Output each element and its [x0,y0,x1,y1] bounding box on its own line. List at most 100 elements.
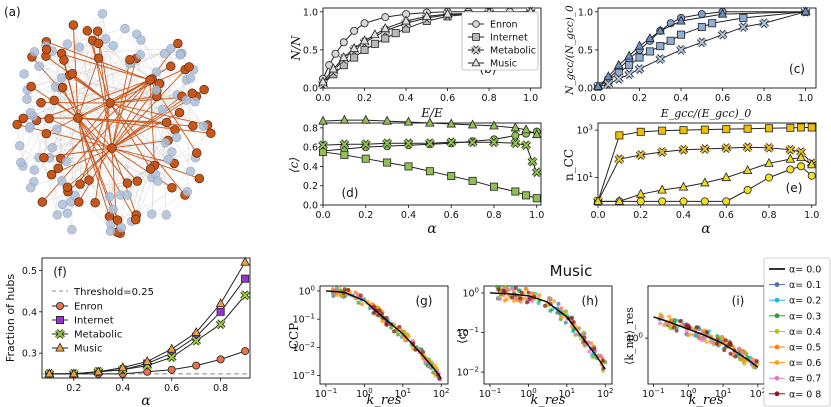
data-point [574,332,579,337]
x-axis-label: E_gcc/(E_gcc)_0 [660,107,752,120]
panel-label: (g) [416,294,433,308]
legend-marker [471,57,481,67]
network-node [100,34,111,44]
network-node [185,73,196,83]
network-edge [46,41,121,234]
data-point [401,15,411,25]
y-tick-label: 10−2 [457,366,479,379]
x-axis-label: α [427,221,437,237]
legend-label: Enron [74,302,103,313]
legend-marker [774,297,780,303]
data-point [531,167,542,178]
data-point [370,39,379,48]
data-point [743,350,748,355]
hub-edge [67,147,113,193]
network-node [52,210,63,220]
data-point [489,137,499,148]
hub-edge [60,79,151,159]
data-point [501,288,506,293]
data-point [166,343,177,353]
hub-node [59,55,69,65]
x-tick-label: 100 [520,387,537,400]
data-point [699,144,710,154]
data-point [743,124,752,133]
chart-panel-g: 10−1 100 101 102 10−3 10−2 10−1 100 (g) k_res CCP [287,284,450,407]
network-edge [30,125,193,188]
data-point [614,195,625,205]
network-node [147,209,157,219]
data-point [542,303,547,308]
data-point [69,368,79,378]
plot-frame [319,285,449,385]
data-point [664,321,669,326]
data-point [800,6,811,16]
data-point [339,139,350,150]
data-point [658,126,667,135]
legend-label: α= 0.0 [789,265,821,276]
data-point [590,355,595,360]
network-edge [46,133,114,210]
x-tick-label: 0.2 [632,93,647,104]
y-tick-label: 0.3 [22,349,37,360]
network-edge [48,75,70,119]
data-point [720,336,725,341]
data-point [657,184,667,194]
network-node [22,94,32,104]
data-point [372,310,377,315]
data-point [356,300,361,305]
data-point [679,197,688,206]
legend-marker [774,375,780,381]
data-point [391,29,400,38]
legend-marker [774,313,780,319]
hub-edge [77,66,190,119]
data-point [603,71,614,81]
hub-node [184,62,194,72]
x-tick-label: 0.0 [315,210,330,221]
data-point [785,153,796,163]
network-node [120,23,130,34]
data-point [764,157,774,167]
data-point [796,152,806,162]
data-point [404,162,413,171]
data-point [381,13,390,22]
x-tick-label: 100 [356,387,373,400]
data-point [679,126,688,135]
data-point [389,325,394,330]
y-tick-label: 0.0 [578,84,593,95]
data-point [600,358,605,363]
network-node [97,9,108,19]
data-point [350,26,359,35]
hub-edge [77,57,99,119]
data-point [697,23,706,32]
hub-edge [43,147,113,159]
network-node [160,138,171,148]
data-point [93,366,104,376]
y-tick-label: 0.0 [303,84,318,95]
y-tick-label: 10−2 [293,341,315,354]
data-point [678,144,689,155]
network-node [52,124,62,134]
data-point [166,352,177,363]
data-point [674,328,679,333]
data-point [338,52,349,62]
network-node [14,140,25,151]
data-point [525,300,530,305]
network-node [190,97,200,107]
hub-node [125,55,135,65]
network-edge [38,157,63,205]
network-node [175,50,186,60]
x-tick-label: 0.4 [401,210,416,221]
series-line [597,11,806,87]
hub-node [75,179,85,189]
data-point [736,346,741,351]
data-point [589,341,594,346]
data-point [569,316,574,321]
data-point [337,285,342,290]
network-edge [79,40,93,185]
legend-marker [774,329,780,334]
data-point [422,10,432,20]
plot-frame [483,285,613,385]
legend-marker [472,33,480,41]
x-tick-label: 0.2 [357,93,372,104]
hub-edge [111,69,186,149]
